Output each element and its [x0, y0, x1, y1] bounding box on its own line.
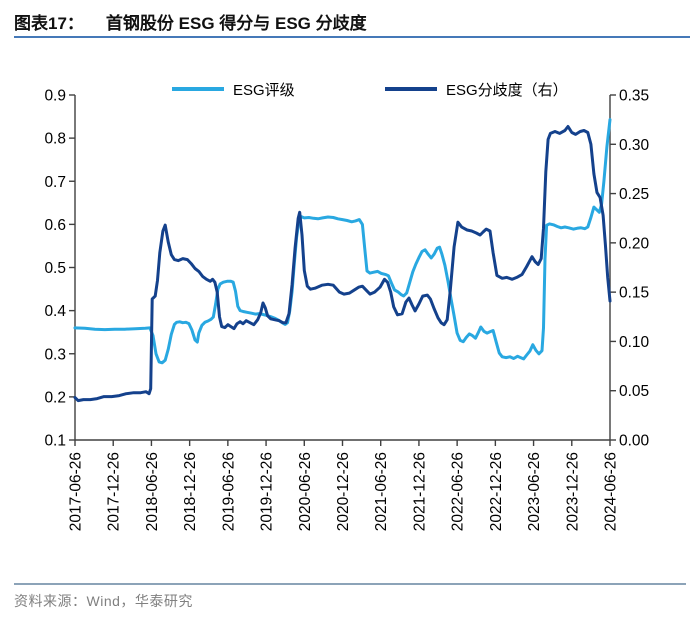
x-axis-tick-label: 2020-06-26	[297, 452, 314, 531]
right-axis-tick-label: 0.00	[619, 433, 650, 450]
x-axis-tick-label: 2017-06-26	[68, 452, 85, 531]
x-axis-tick-label: 2021-06-26	[373, 452, 390, 531]
legend-item-esg-rating: ESG评级	[172, 78, 295, 100]
left-axis-tick-label: 0.7	[44, 174, 66, 191]
left-axis-tick-label: 0.9	[44, 88, 66, 105]
source-note: 资料来源：Wind，华泰研究	[14, 593, 193, 609]
x-axis-tick-label: 2021-12-26	[411, 452, 428, 531]
esg-divergence-line	[73, 125, 612, 403]
figure-title: 首钢股份 ESG 得分与 ESG 分歧度	[105, 14, 367, 33]
left-axis-tick-label: 0.8	[44, 131, 66, 148]
right-axis-tick-label: 0.10	[619, 334, 650, 351]
right-axis-tick-label: 0.05	[619, 383, 649, 400]
footer-rule	[14, 583, 686, 585]
legend-item-esg-divergence: ESG分歧度（右）	[385, 78, 568, 100]
x-axis-tick-label: 2022-06-26	[450, 452, 467, 531]
x-axis-tick-label: 2018-06-26	[144, 452, 161, 531]
x-axis-tick-label: 2020-12-26	[335, 452, 352, 531]
x-axis-tick-label: 2023-12-26	[564, 452, 581, 531]
figure-label: 图表17：	[14, 14, 84, 33]
x-axis-tick-label: 2018-12-26	[182, 452, 199, 531]
left-axis-tick-label: 0.1	[44, 433, 66, 450]
left-axis-tick-label: 0.6	[44, 217, 66, 234]
left-axis-tick-label: 0.2	[44, 389, 66, 406]
right-axis-tick-label: 0.35	[619, 88, 649, 105]
left-axis-tick-label: 0.4	[44, 303, 66, 320]
legend-label-esg-rating: ESG评级	[233, 81, 295, 99]
legend-swatch-esg-divergence	[385, 87, 437, 91]
x-axis-tick-label: 2017-12-26	[106, 452, 123, 531]
right-axis-tick-label: 0.25	[619, 186, 649, 203]
line-chart: 0.1 0.2 0.3 0.4 0.5 0.6 0.7 0.8 0.9 0.00 0.05 0.10 0…	[44, 88, 650, 532]
right-axis-tick-label: 0.20	[619, 235, 650, 252]
left-axis-tick-label: 0.5	[44, 260, 66, 277]
x-axis-tick-label: 2024-06-26	[603, 452, 620, 531]
chart-area: 0.1 0.2 0.3 0.4 0.5 0.6 0.7 0.8 0.9 0.00 0.05 0.10 0…	[0, 60, 700, 572]
esg-rating-line	[73, 118, 612, 365]
title-underline	[14, 36, 690, 38]
right-axis-tick-label: 0.30	[619, 137, 650, 154]
legend-swatch-esg-rating	[172, 87, 224, 91]
legend-label-esg-divergence: ESG分歧度（右）	[446, 81, 568, 99]
x-axis-tick-label: 2023-06-26	[526, 452, 543, 531]
x-axis-tick-label: 2019-06-26	[220, 452, 237, 531]
x-axis-tick-label: 2022-12-26	[488, 452, 505, 531]
right-axis-tick-label: 0.15	[619, 285, 649, 302]
figure-header: 图表17： 首钢股份 ESG 得分与 ESG 分歧度	[14, 9, 367, 34]
x-axis-tick-label: 2019-12-26	[259, 452, 276, 531]
left-axis-tick-label: 0.3	[44, 346, 66, 363]
